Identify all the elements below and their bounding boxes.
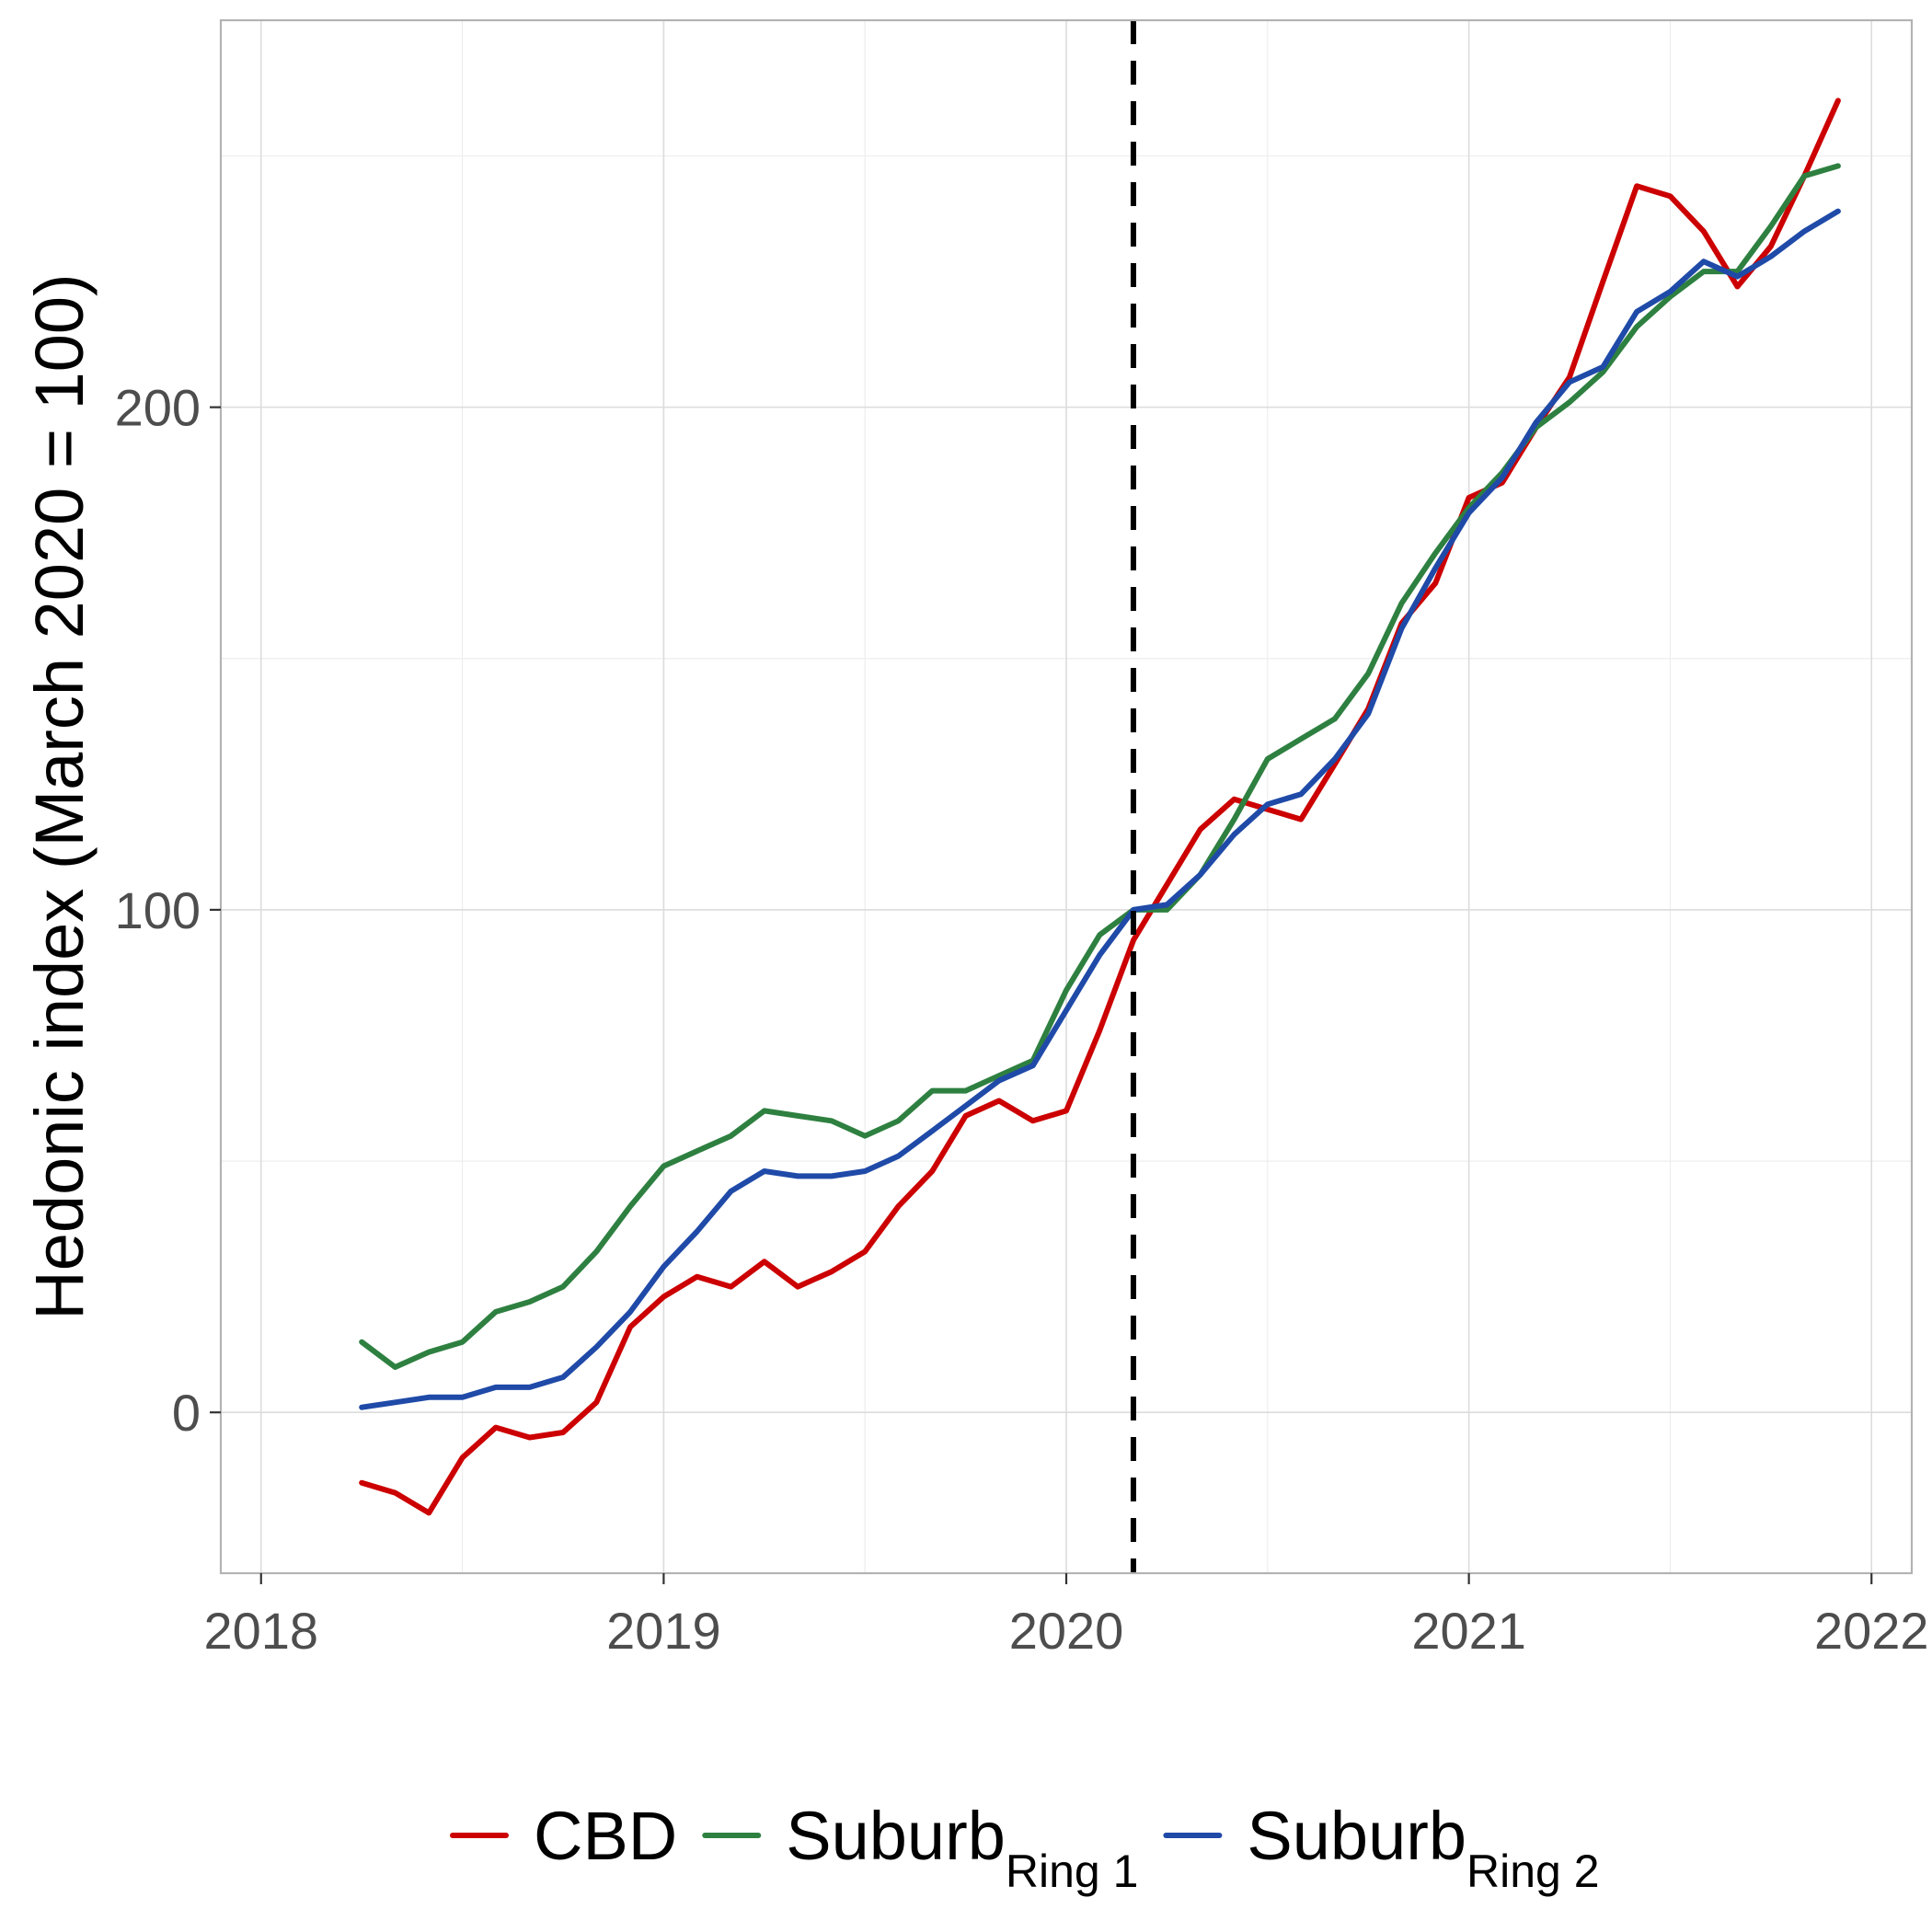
y-tick-label: 200 <box>115 379 201 437</box>
y-tick-label: 0 <box>172 1384 201 1442</box>
major-gridlines <box>221 20 1912 1573</box>
x-tick-label: 2020 <box>1009 1602 1124 1660</box>
legend-label-3: SuburbRing 2 <box>1247 1798 1599 1897</box>
series-line-1 <box>359 98 1841 1516</box>
legend: CBD SuburbRing 1 SuburbRing 2 <box>450 1798 1600 1897</box>
y-axis-title: Hedonic index (March 2020 = 100) <box>21 273 98 1319</box>
series-lines <box>359 98 1841 1516</box>
legend-label-1: CBD <box>534 1798 677 1874</box>
series-line-3 <box>359 208 1841 1410</box>
series-line-2 <box>359 163 1841 1370</box>
x-tick-label: 2019 <box>606 1602 721 1660</box>
x-tick-label: 2022 <box>1814 1602 1929 1660</box>
x-tick-label: 2021 <box>1411 1602 1526 1660</box>
x-tick-label: 2018 <box>203 1602 318 1660</box>
x-axis-ticks: 2018 2019 2020 2021 2022 <box>203 1573 1929 1660</box>
legend-label-2: SuburbRing 1 <box>786 1798 1138 1897</box>
y-tick-label: 100 <box>115 881 201 939</box>
y-axis-ticks: 0 100 200 <box>115 379 221 1442</box>
